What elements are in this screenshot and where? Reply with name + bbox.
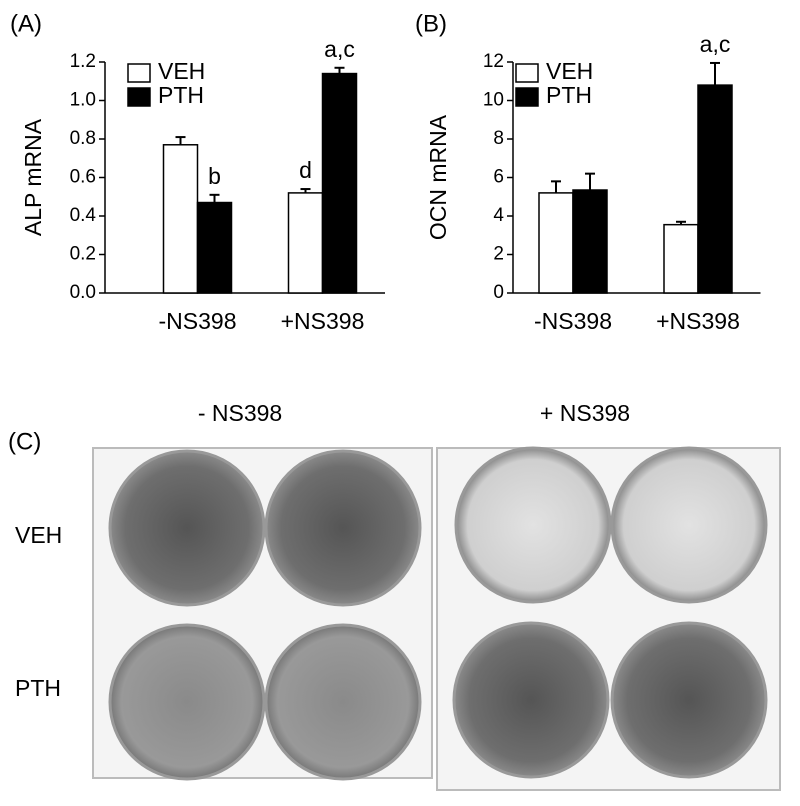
x-tick-label: +NS398 — [281, 308, 365, 334]
bar — [697, 84, 733, 294]
y-tick-label: 0 — [493, 282, 504, 303]
well — [108, 449, 266, 607]
panel-label: (A) — [10, 10, 42, 37]
y-axis-label: OCN mRNA — [425, 114, 451, 240]
row-label: PTH — [15, 675, 61, 701]
bar — [538, 192, 574, 294]
row-label: VEH — [15, 522, 62, 548]
y-tick-label: 1.0 — [70, 90, 96, 111]
annotation: a,c — [324, 36, 355, 62]
x-tick-label: -NS398 — [159, 308, 237, 334]
legend-label: VEH — [546, 58, 593, 84]
y-tick-label: 0.2 — [70, 244, 96, 265]
legend-label: PTH — [546, 82, 592, 108]
y-tick-label: 2 — [493, 244, 504, 265]
y-tick-label: 12 — [483, 51, 504, 72]
x-tick-label: +NS398 — [656, 308, 740, 334]
x-tick-label: -NS398 — [534, 308, 612, 334]
y-tick-label: 6 — [493, 167, 504, 188]
bar — [663, 223, 699, 294]
y-tick-label: 0.4 — [70, 205, 97, 226]
annotation: d — [299, 157, 312, 183]
legend-swatch — [127, 87, 151, 107]
bar — [287, 192, 324, 294]
well — [264, 449, 422, 607]
panel-label: (C) — [8, 428, 41, 455]
well — [610, 446, 768, 604]
bar — [321, 72, 358, 294]
bar — [162, 144, 199, 294]
y-tick-label: 8 — [493, 128, 504, 149]
legend-swatch — [515, 63, 539, 83]
y-tick-label: 0.8 — [70, 128, 96, 149]
well — [454, 446, 612, 604]
well — [452, 621, 610, 779]
annotation: b — [208, 163, 221, 189]
legend-label: VEH — [158, 58, 205, 84]
y-tick-label: 0.0 — [70, 282, 96, 303]
well — [108, 623, 266, 781]
y-axis-label: ALP mRNA — [20, 118, 46, 236]
legend-label: PTH — [158, 82, 204, 108]
annotation: a,c — [700, 31, 731, 57]
y-tick-label: 1.2 — [70, 51, 96, 72]
bar — [196, 201, 233, 294]
legend-swatch — [127, 63, 151, 83]
panel-label: (B) — [415, 10, 447, 37]
well — [264, 623, 422, 781]
column-label: - NS398 — [198, 400, 282, 426]
y-tick-label: 10 — [483, 90, 504, 111]
y-tick-label: 0.6 — [70, 167, 96, 188]
well — [610, 621, 768, 779]
y-tick-label: 4 — [493, 205, 504, 226]
bar — [572, 189, 608, 294]
column-label: + NS398 — [540, 400, 630, 426]
photo-panel: (C) - NS398 + NS398 VEH PTH — [8, 400, 781, 791]
legend-swatch — [515, 87, 539, 107]
